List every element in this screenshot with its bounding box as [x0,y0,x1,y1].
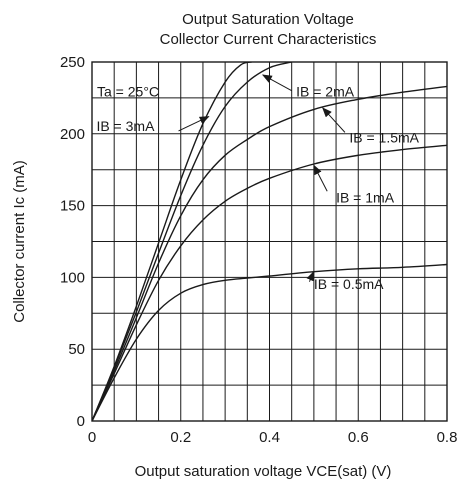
chart-title-line-2: Collector Current Characteristics [160,31,377,48]
y-axis-label: Collector current Ic (mA) [11,160,28,323]
series-line-1 [92,263,447,421]
y-tick-label: 100 [60,269,85,286]
annotation-arrow [261,74,292,92]
series-label-1: IB = 0.5mA [314,276,384,292]
annotation-arrow [322,107,346,133]
annotation-arrows [178,74,346,282]
series-label-2: IB = 1mA [336,190,395,206]
labels: Output Saturation Voltage Collector Curre… [11,11,457,480]
series-label-5: IB = 3mA [96,118,155,134]
plot-frame [91,61,448,422]
annotation-arrow [306,270,315,282]
y-tick-label: 250 [60,54,85,71]
annotation-arrow [313,164,328,192]
series-line-3 [92,85,447,421]
series-line-2 [92,144,447,421]
condition-label: Ta = 25°C [97,83,159,99]
chart-title-line-1: Output Saturation Voltage [182,11,354,28]
series-label-3: IB = 1.5mA [349,129,419,145]
x-tick-label: 0.6 [348,429,369,446]
curves [92,62,447,421]
x-tick-label: 0.2 [170,429,191,446]
y-tick-label: 150 [60,198,85,215]
series-line-4 [92,62,292,421]
y-tick-label: 0 [77,413,85,430]
gridlines [91,61,448,422]
series-line-5 [92,62,252,421]
x-tick-label: 0 [88,429,96,446]
annotation-arrow [178,116,210,132]
y-tick-label: 200 [60,126,85,143]
x-axis-label: Output saturation voltage VCE(sat) (V) [135,463,392,480]
x-tick-label: 0.8 [437,429,458,446]
series-label-4: IB = 2mA [296,83,355,99]
x-tick-label: 0.4 [259,429,280,446]
y-tick-label: 50 [68,341,85,358]
